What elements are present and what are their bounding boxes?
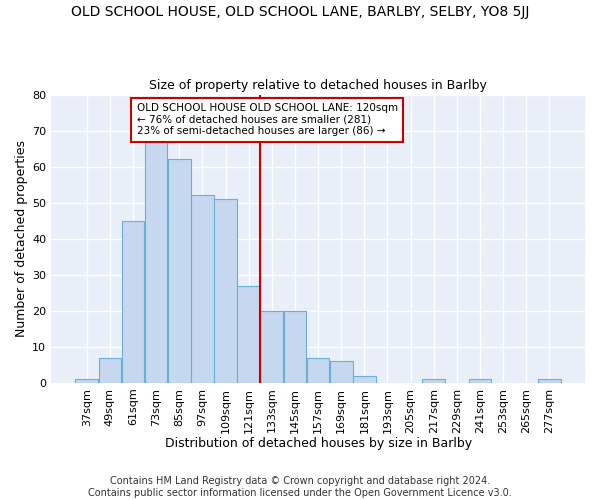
Bar (469, 379, 491, 383)
Bar (214, 199, 237, 383)
Bar (260, 311, 283, 383)
Bar (76, 379, 98, 383)
Bar (168, 160, 191, 383)
Bar (122, 220, 145, 383)
Bar (538, 379, 561, 383)
Text: Contains HM Land Registry data © Crown copyright and database right 2024.
Contai: Contains HM Land Registry data © Crown c… (88, 476, 512, 498)
Bar (330, 361, 353, 383)
Title: Size of property relative to detached houses in Barlby: Size of property relative to detached ho… (149, 79, 487, 92)
X-axis label: Distribution of detached houses by size in Barlby: Distribution of detached houses by size … (164, 437, 472, 450)
Y-axis label: Number of detached properties: Number of detached properties (15, 140, 28, 337)
Bar (353, 376, 376, 383)
Bar (422, 379, 445, 383)
Bar (284, 311, 306, 383)
Text: OLD SCHOOL HOUSE, OLD SCHOOL LANE, BARLBY, SELBY, YO8 5JJ: OLD SCHOOL HOUSE, OLD SCHOOL LANE, BARLB… (71, 5, 529, 19)
Bar (191, 196, 214, 383)
Bar (307, 358, 329, 383)
Bar (238, 286, 260, 383)
Bar (98, 358, 121, 383)
Text: OLD SCHOOL HOUSE OLD SCHOOL LANE: 120sqm
← 76% of detached houses are smaller (2: OLD SCHOOL HOUSE OLD SCHOOL LANE: 120sqm… (137, 103, 398, 136)
Bar (145, 142, 167, 383)
